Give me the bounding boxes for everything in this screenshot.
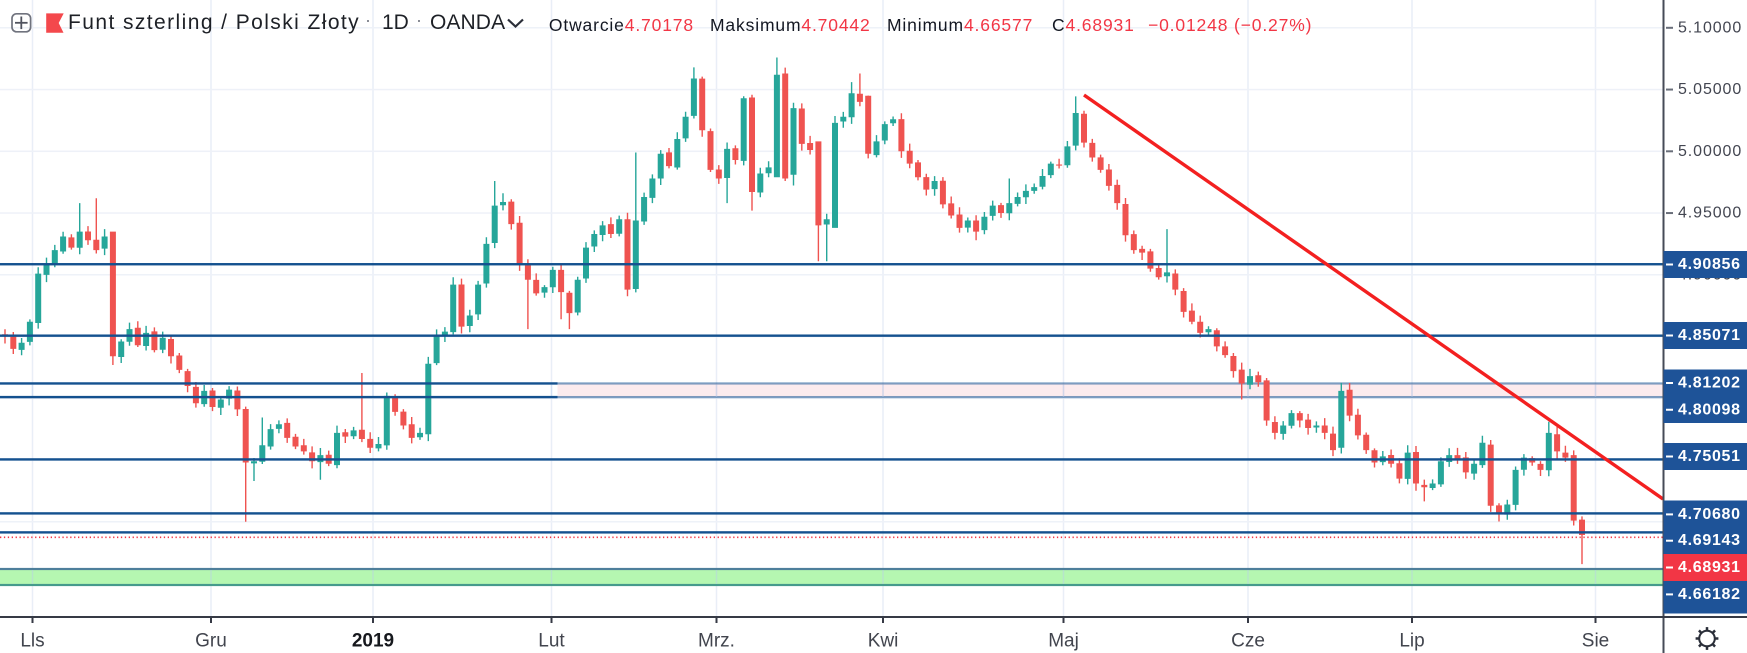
svg-text:5.05000: 5.05000 bbox=[1678, 81, 1742, 98]
svg-text:4.70680: 4.70680 bbox=[1678, 506, 1741, 523]
svg-text:Mrz.: Mrz. bbox=[698, 631, 735, 652]
svg-text:4.95000: 4.95000 bbox=[1678, 205, 1742, 222]
svg-text:2019: 2019 bbox=[352, 631, 394, 652]
svg-text:Sie: Sie bbox=[1582, 631, 1609, 652]
svg-text:4.85071: 4.85071 bbox=[1678, 327, 1741, 344]
svg-text:Lut: Lut bbox=[538, 631, 565, 652]
svg-text:4.66182: 4.66182 bbox=[1678, 586, 1741, 603]
svg-text:4.81202: 4.81202 bbox=[1678, 375, 1741, 392]
svg-text:4.90856: 4.90856 bbox=[1678, 256, 1741, 273]
svg-text:5.10000: 5.10000 bbox=[1678, 19, 1742, 36]
svg-text:4.69143: 4.69143 bbox=[1678, 532, 1741, 549]
svg-text:5.00000: 5.00000 bbox=[1678, 143, 1742, 160]
svg-text:Lip: Lip bbox=[1399, 631, 1424, 652]
svg-text:Gru: Gru bbox=[195, 631, 227, 652]
svg-text:4.68931: 4.68931 bbox=[1678, 559, 1741, 576]
svg-text:Maj: Maj bbox=[1048, 631, 1079, 652]
svg-text:Cze: Cze bbox=[1231, 631, 1265, 652]
svg-text:4.80098: 4.80098 bbox=[1678, 401, 1741, 418]
svg-text:Kwi: Kwi bbox=[868, 631, 899, 652]
svg-text:4.75051: 4.75051 bbox=[1678, 448, 1741, 465]
svg-text:Lls: Lls bbox=[20, 631, 44, 652]
